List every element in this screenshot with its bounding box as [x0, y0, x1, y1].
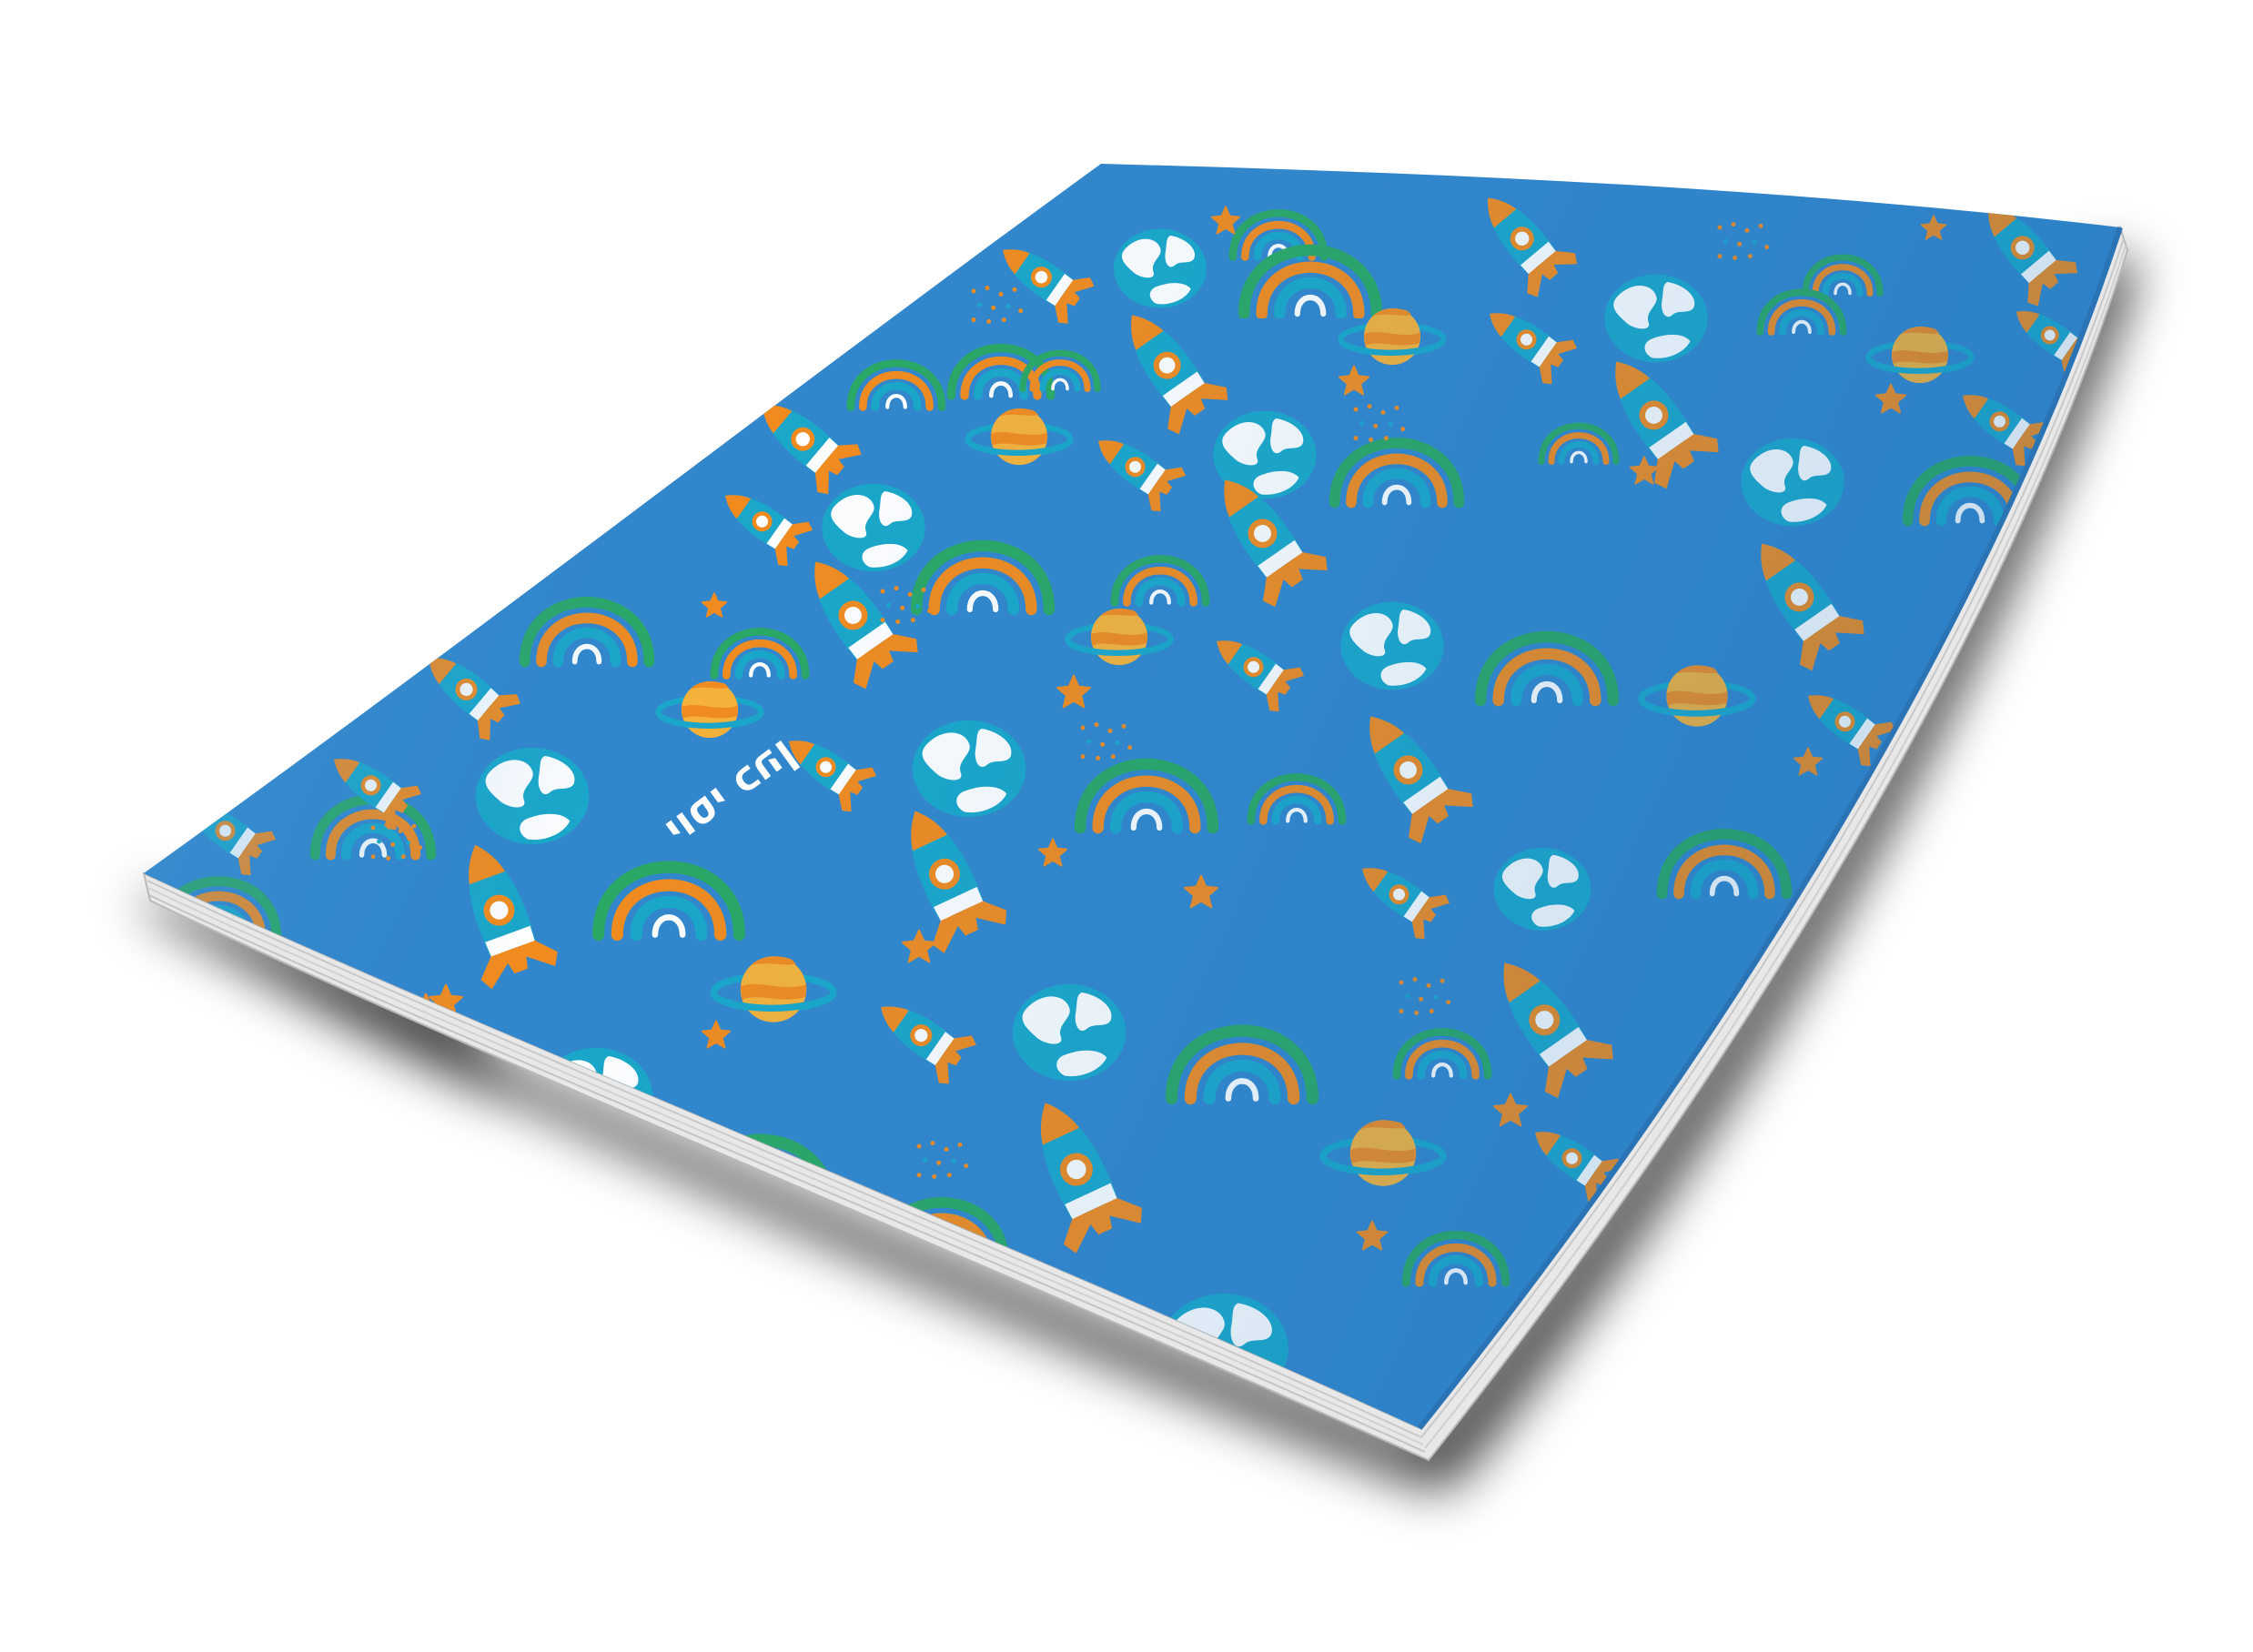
cover-lighting [144, 164, 2120, 1428]
notebook-shadow [146, 255, 2138, 1492]
page-stack [142, 224, 2129, 1462]
cover-edge [1417, 227, 2123, 1430]
